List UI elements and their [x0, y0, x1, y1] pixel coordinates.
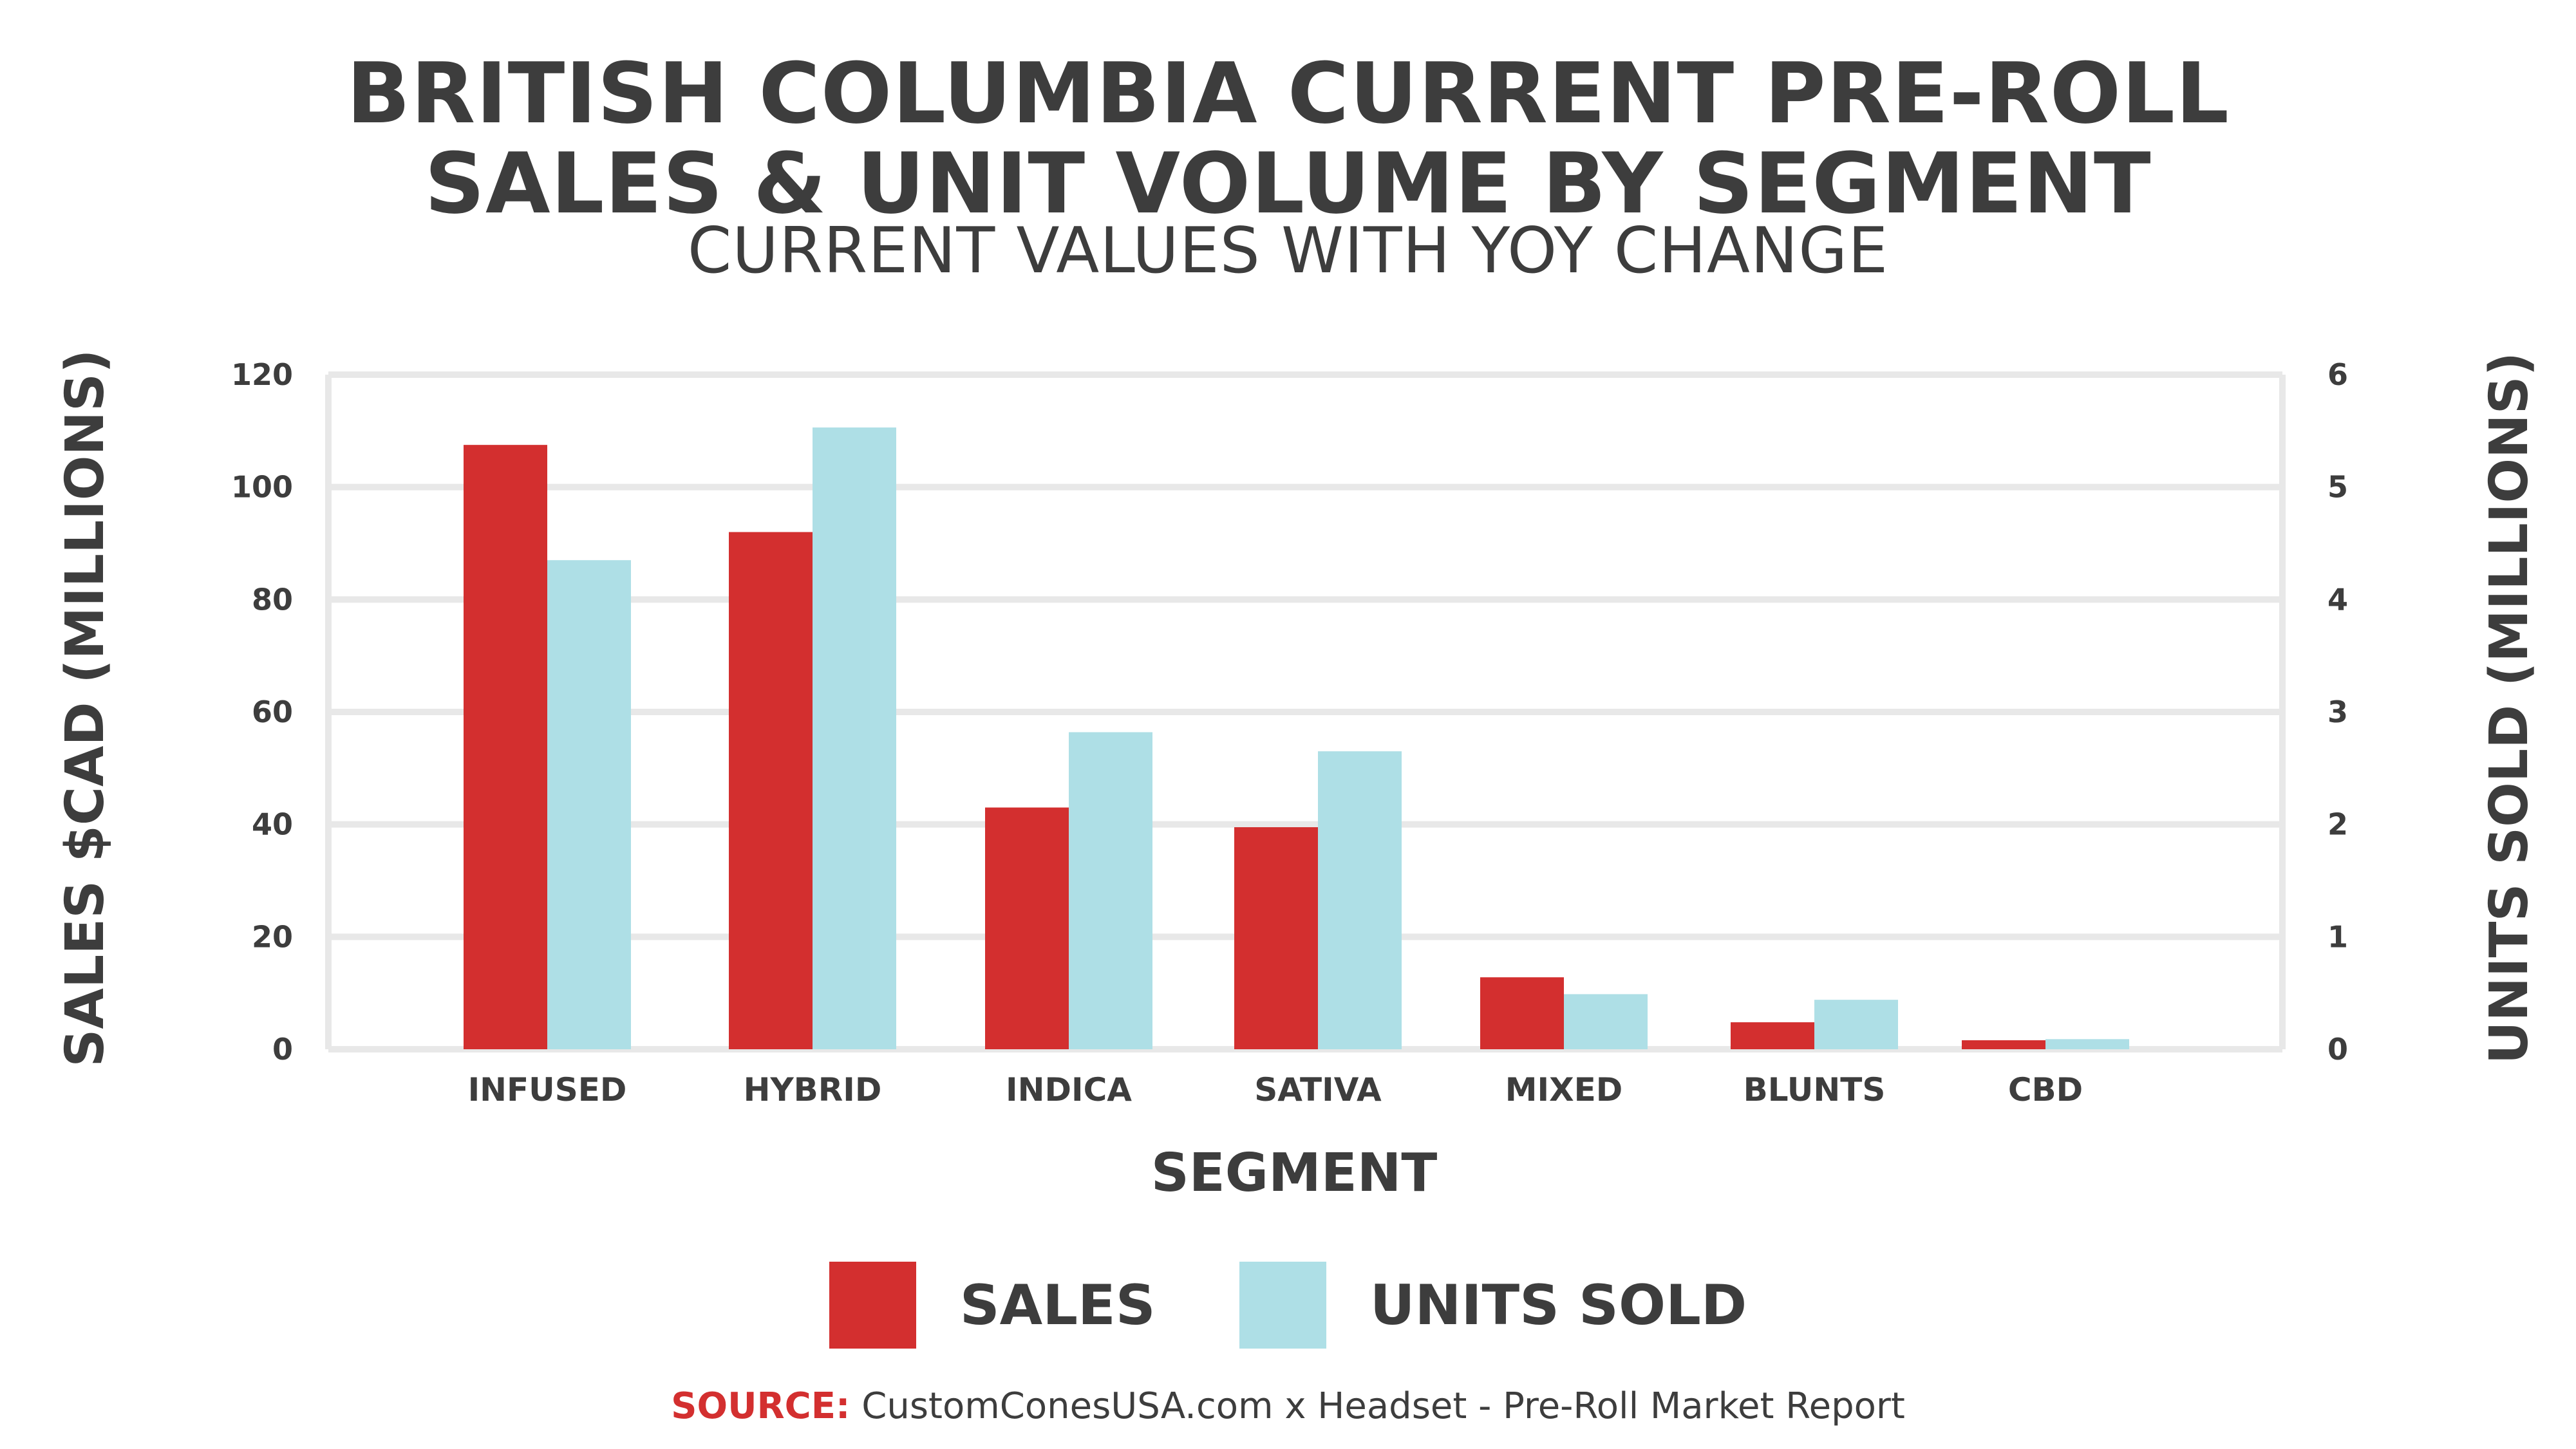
source-note: SOURCE: CustomConesUSA.com x Headset - P…	[0, 1385, 2576, 1427]
y-tick-label-right: 1	[2327, 919, 2348, 954]
chart-subtitle: CURRENT VALUES WITH YOY CHANGE	[687, 214, 1889, 288]
legend-label-units: UNITS SOLD	[1369, 1273, 1747, 1338]
bar-sales-indica	[985, 807, 1069, 1049]
y-tick-label-right: 3	[2327, 695, 2348, 729]
bar-sales-mixed	[1480, 977, 1564, 1049]
gridlines	[325, 371, 2286, 1052]
y-tick-label-left: 100	[231, 470, 293, 505]
y-tick-label-right: 2	[2327, 807, 2348, 842]
x-tick-label: INFUSED	[468, 1071, 627, 1108]
x-tick-label: BLUNTS	[1744, 1071, 1886, 1108]
x-tick-label: MIXED	[1505, 1071, 1623, 1108]
bar-sales-hybrid	[729, 532, 813, 1049]
legend-swatch-units	[1239, 1262, 1326, 1349]
legend-swatch-sales	[829, 1262, 916, 1349]
x-tick-label: CBD	[2008, 1071, 2083, 1108]
x-tick-label: HYBRID	[744, 1071, 882, 1108]
bar-units-indica	[1069, 732, 1152, 1049]
y-tick-label-left: 20	[252, 919, 293, 954]
y-tick-label-left: 40	[252, 807, 293, 842]
source-text: CustomConesUSA.com x Headset - Pre-Roll …	[850, 1385, 1905, 1427]
y-tick-label-right: 0	[2327, 1032, 2348, 1067]
x-tick-label: SATIVA	[1254, 1071, 1382, 1108]
y-tick-label-right: 6	[2327, 357, 2348, 392]
bar-sales-cbd	[1962, 1040, 2045, 1049]
y-tick-label-left: 0	[272, 1032, 293, 1067]
x-axis-title: SEGMENT	[1151, 1143, 1438, 1204]
tick-labels: 0 20 40 60 80 100 120 0 1 2 3 4 5 6	[231, 357, 2348, 1067]
bar-units-mixed	[1564, 994, 1648, 1049]
y-axis-title-left: SALES $CAD (MILLIONS)	[55, 349, 116, 1067]
source-label: SOURCE:	[671, 1385, 851, 1427]
y-axis-title-right: UNITS SOLD (MILLIONS)	[2479, 352, 2540, 1064]
y-tick-label-right: 4	[2327, 582, 2348, 617]
chart-title-line-2: SALES & UNIT VOLUME BY SEGMENT	[424, 135, 2152, 232]
legend-label-sales: SALES	[959, 1273, 1156, 1338]
bar-sales-blunts	[1731, 1022, 1814, 1049]
legend-item-units: UNITS SOLD	[1239, 1262, 1747, 1349]
bar-chart: 0 20 40 60 80 100 120 0 1 2 3 4 5 6 INFUSED HYBRID INDI…	[55, 349, 2540, 1204]
y-tick-label-left: 60	[252, 695, 293, 729]
bar-sales-sativa	[1234, 827, 1318, 1049]
x-tick-label: INDICA	[1006, 1071, 1132, 1108]
bar-units-hybrid	[813, 427, 896, 1049]
legend: SALES UNITS SOLD	[0, 1262, 2576, 1349]
legend-item-sales: SALES	[829, 1262, 1156, 1349]
bar-units-infused	[547, 560, 631, 1049]
y-tick-label-left: 80	[252, 582, 293, 617]
category-labels: INFUSED HYBRID INDICA SATIVA MIXED BLUNTS CBD	[468, 1071, 2083, 1108]
bars	[464, 427, 2129, 1049]
y-tick-label-left: 120	[231, 357, 293, 392]
bar-units-cbd	[2045, 1039, 2129, 1049]
bar-sales-infused	[464, 445, 547, 1049]
bar-units-blunts	[1814, 1000, 1898, 1049]
y-tick-label-right: 5	[2327, 470, 2348, 505]
bar-units-sativa	[1318, 751, 1402, 1049]
chart-title-line-1: BRITISH COLUMBIA CURRENT PRE-ROLL	[346, 44, 2230, 142]
